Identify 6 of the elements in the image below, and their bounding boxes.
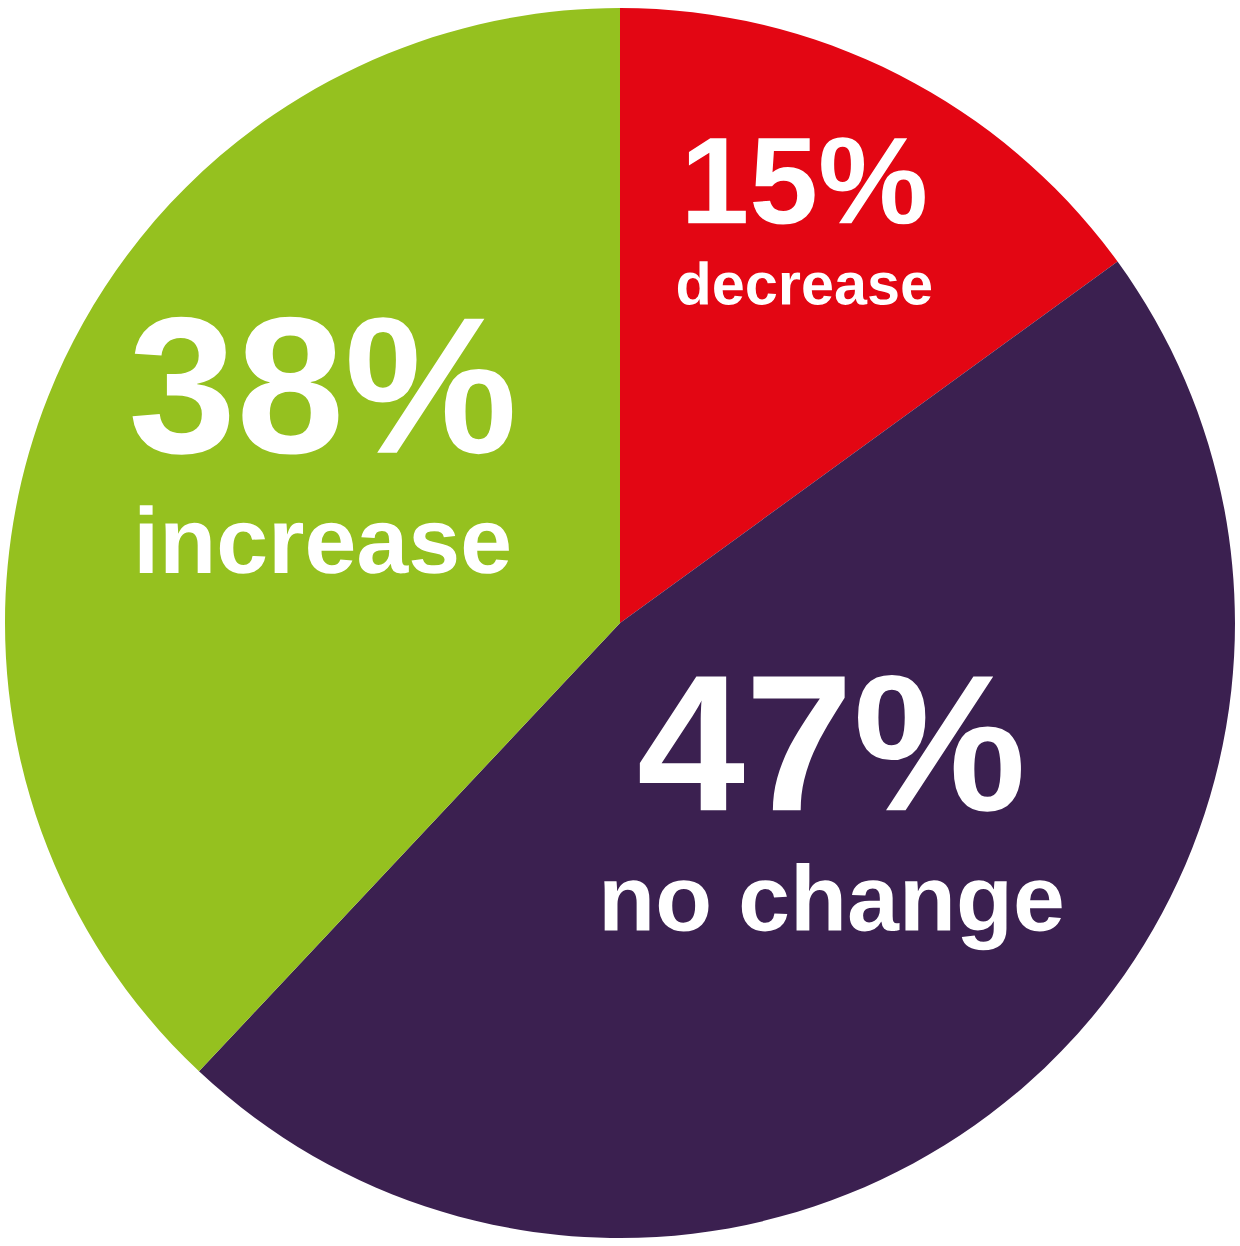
data-label: 47% bbox=[639, 674, 1021, 812]
slice-label: decrease bbox=[677, 261, 932, 305]
data-label: 15% bbox=[688, 137, 925, 225]
slice-label: no change bbox=[604, 862, 1062, 951]
data-label: 38% bbox=[132, 316, 513, 455]
slice-label: increase bbox=[139, 505, 509, 574]
